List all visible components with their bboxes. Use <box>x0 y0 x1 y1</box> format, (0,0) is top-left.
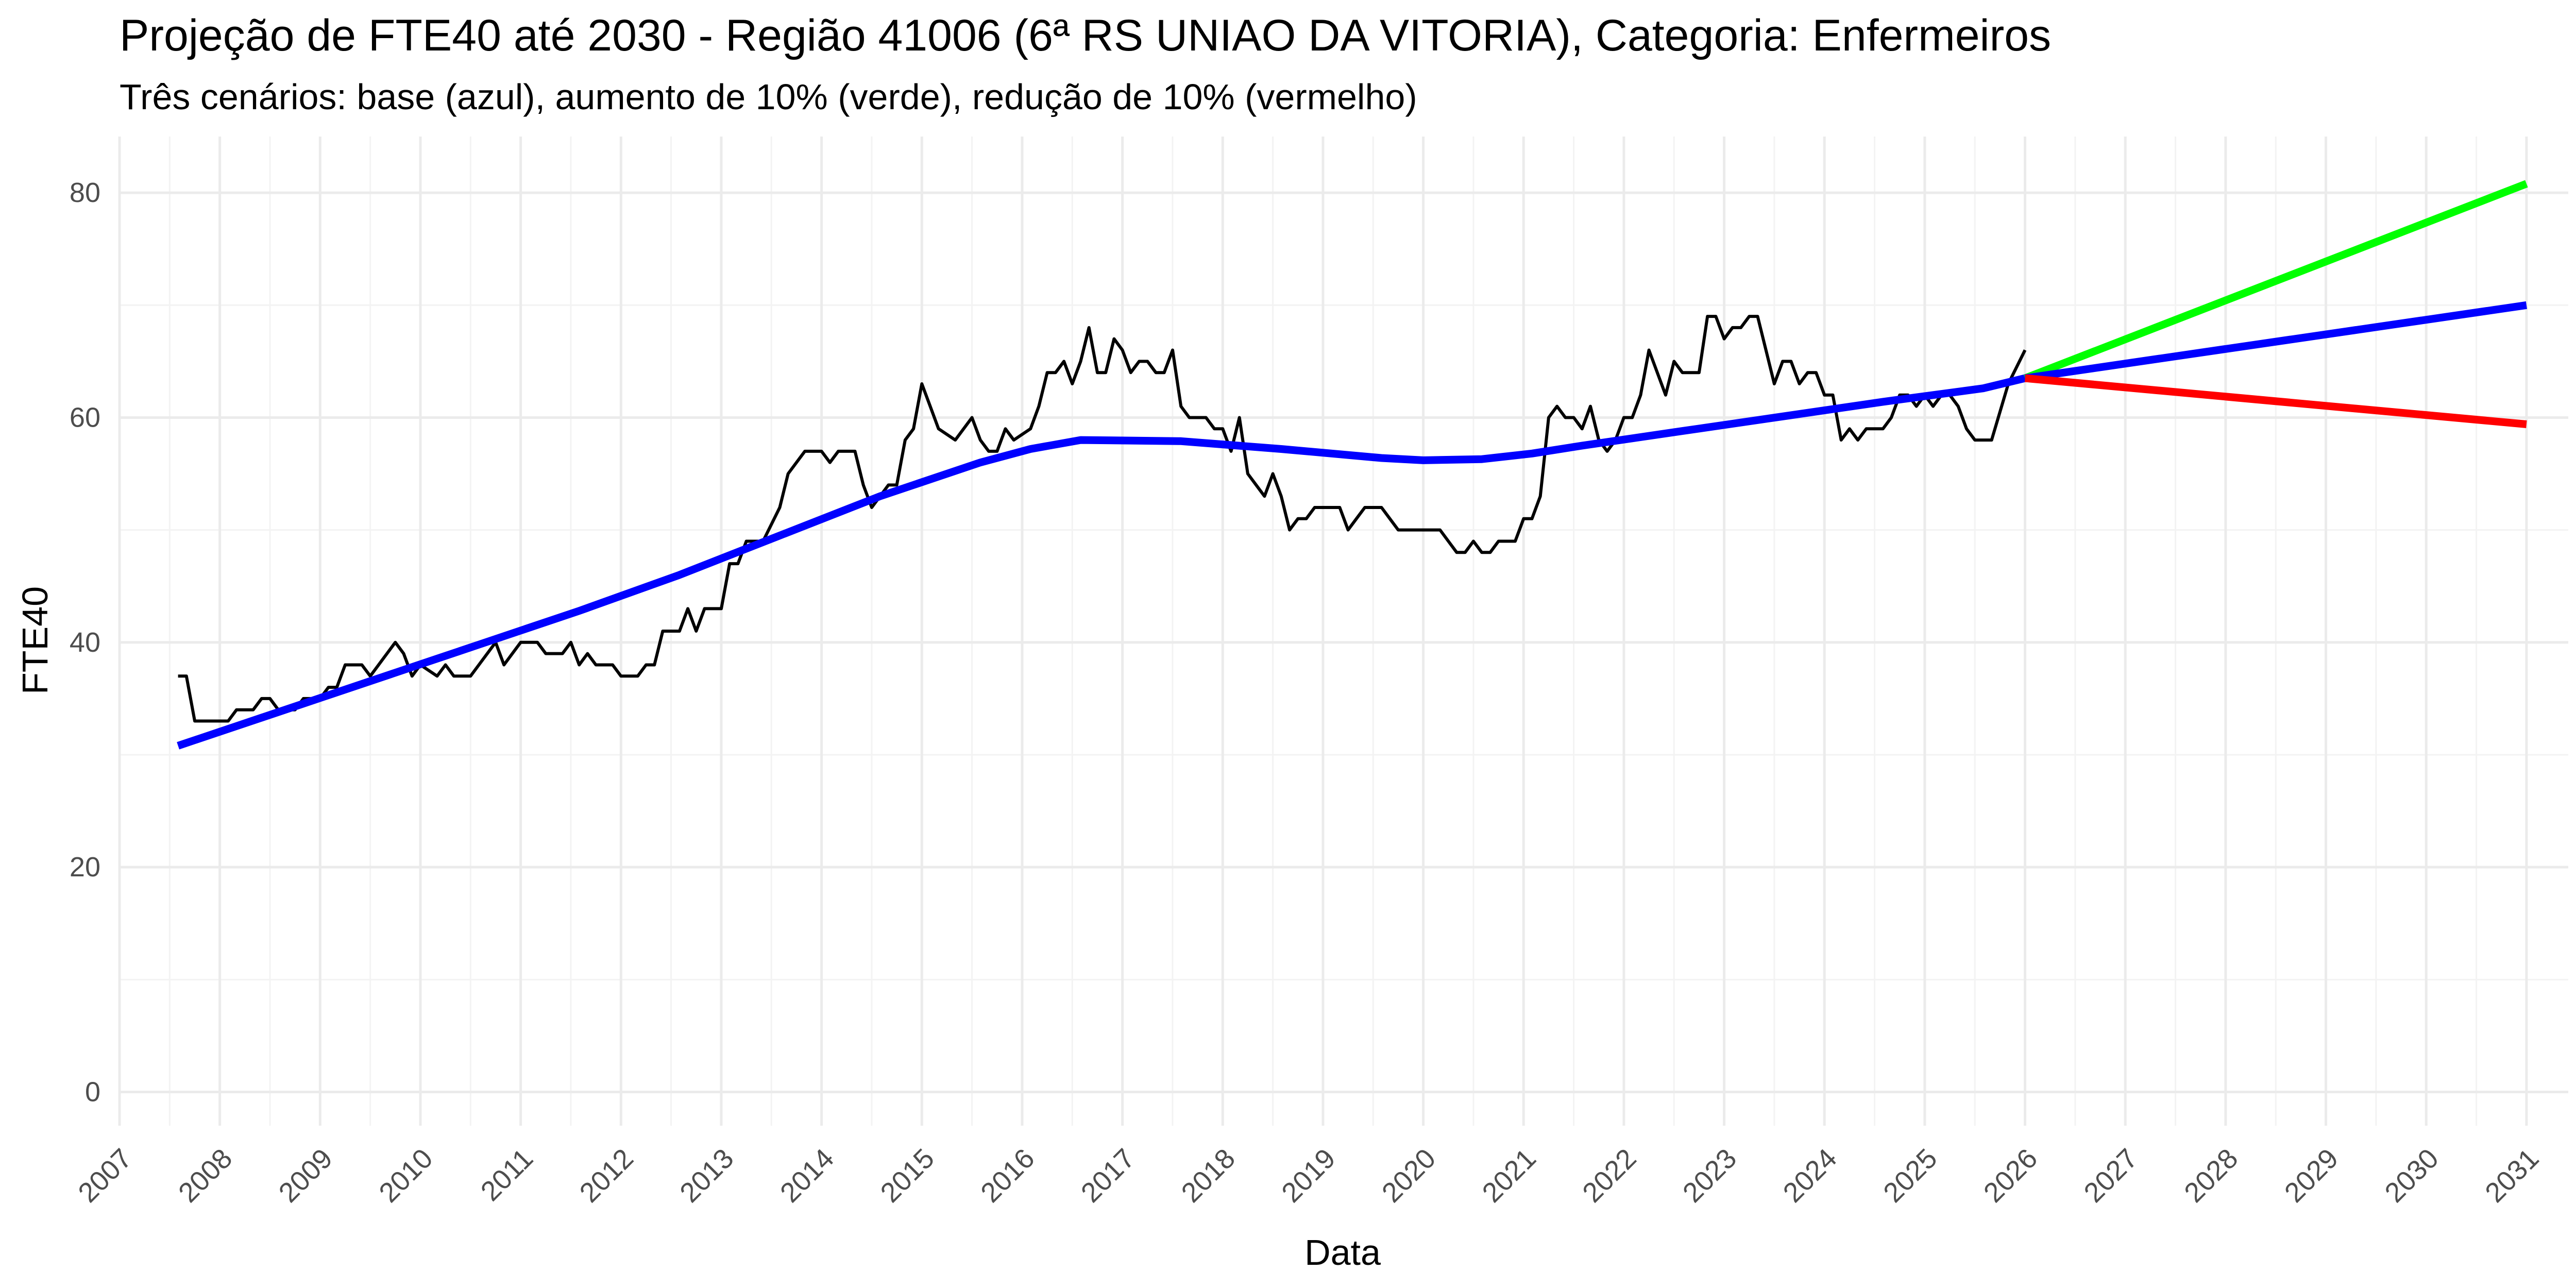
y-tick-label: 0 <box>85 1077 100 1108</box>
x-tick-label: 2007 <box>72 1143 138 1208</box>
x-tick-label: 2029 <box>2279 1143 2344 1208</box>
x-tick-label: 2025 <box>1877 1143 1943 1208</box>
series-lines <box>177 180 2528 750</box>
x-tick-label: 2016 <box>975 1143 1040 1208</box>
x-tick-label: 2008 <box>173 1143 238 1208</box>
grid-lines <box>118 137 2568 1126</box>
x-axis-label: Data <box>1304 1232 1381 1273</box>
x-tick-label: 2026 <box>1978 1143 2043 1208</box>
x-tick-label: 2022 <box>1577 1143 1642 1208</box>
x-tick-label: 2017 <box>1075 1143 1141 1208</box>
series-line-0 <box>178 315 2027 723</box>
x-tick-label: 2031 <box>2479 1143 2545 1208</box>
x-tick-label: 2010 <box>373 1143 438 1208</box>
y-axis-label: FTE40 <box>15 586 55 694</box>
x-axis: 2007 2008 2009 2010 2011 2012 2013 2014 2015 2016… <box>72 1143 2545 1208</box>
series-line-1 <box>177 374 2026 750</box>
chart-subtitle: Três cenários: base (azul), aumento de 1… <box>120 77 1417 117</box>
series-line-2 <box>2023 180 2528 382</box>
x-tick-label: 2018 <box>1176 1143 1241 1208</box>
chart-title: Projeção de FTE40 até 2030 - Região 4100… <box>120 11 2051 60</box>
y-tick-label: 80 <box>70 177 100 208</box>
x-tick-label: 2024 <box>1777 1143 1843 1208</box>
x-tick-label: 2021 <box>1477 1143 1542 1208</box>
x-tick-label: 2011 <box>475 1143 539 1207</box>
x-tick-label: 2030 <box>2379 1143 2444 1208</box>
y-tick-label: 40 <box>70 627 100 658</box>
x-tick-label: 2020 <box>1376 1143 1442 1208</box>
series-line-3 <box>2024 301 2527 382</box>
x-tick-label: 2009 <box>273 1143 338 1208</box>
x-tick-label: 2015 <box>875 1143 940 1208</box>
x-tick-label: 2027 <box>2078 1143 2143 1208</box>
x-tick-label: 2023 <box>1677 1143 1742 1208</box>
series-line-4 <box>2024 374 2527 428</box>
x-tick-label: 2028 <box>2178 1143 2244 1208</box>
x-tick-label: 2012 <box>574 1143 639 1208</box>
y-tick-label: 60 <box>70 402 100 433</box>
y-axis: 0 20 40 60 80 <box>70 177 100 1107</box>
x-tick-label: 2019 <box>1276 1143 1341 1208</box>
x-tick-label: 2013 <box>674 1143 739 1208</box>
y-tick-label: 20 <box>70 852 100 883</box>
x-tick-label: 2014 <box>774 1143 840 1208</box>
